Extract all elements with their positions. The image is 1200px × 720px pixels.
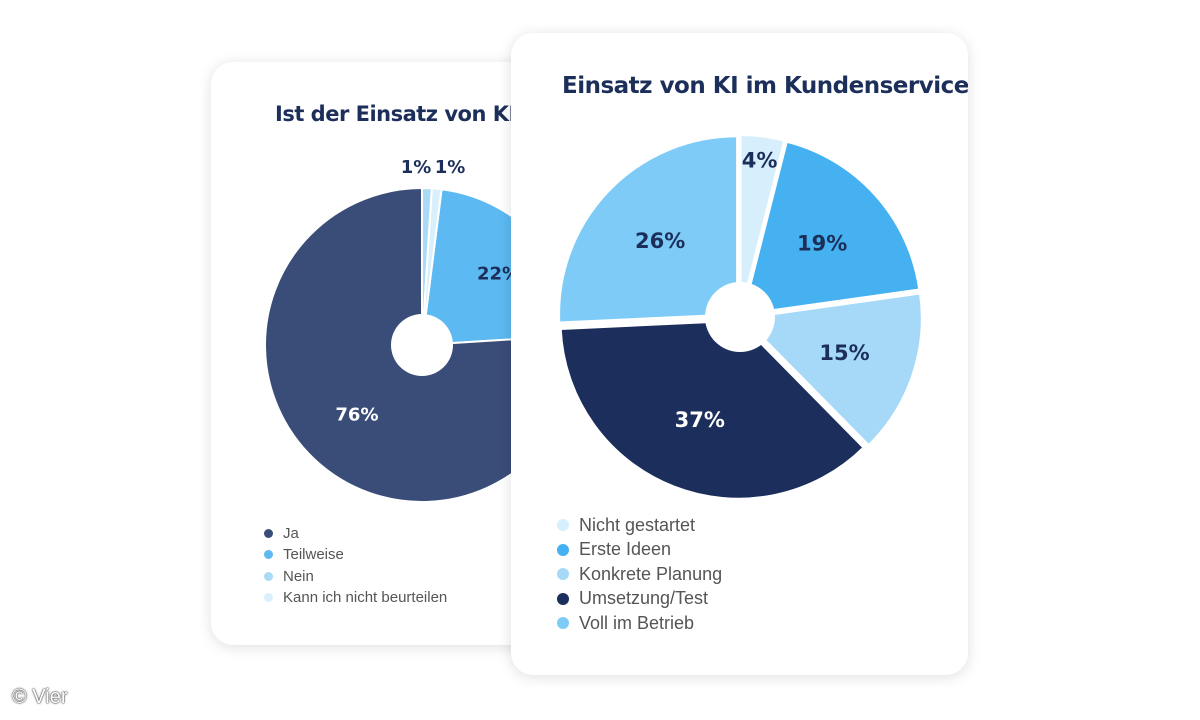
- legend-swatch: [557, 568, 569, 581]
- pie-slice-umsetzung-test: [559, 319, 865, 500]
- pie-slice-nicht-gestartet: [739, 134, 786, 314]
- data-label: 15%: [819, 341, 869, 365]
- legend: Nicht gestartet Erste Ideen Konkrete Planu…: [557, 513, 722, 636]
- data-label: 1%: [401, 157, 432, 178]
- data-label: 76%: [335, 405, 378, 426]
- legend-swatch: [264, 550, 273, 560]
- data-label: 26%: [635, 229, 685, 253]
- data-label: 19%: [797, 232, 847, 256]
- pie-chart-front: 4% 19% 15% 37% 26%: [558, 134, 923, 500]
- legend-swatch: [264, 571, 273, 581]
- legend-item: Umsetzung/Test: [557, 587, 722, 612]
- legend-label: Voll im Betrieb: [579, 612, 695, 633]
- legend-item: Ja: [264, 523, 447, 544]
- legend-label: Nicht gestartet: [579, 514, 696, 535]
- legend-label: Konkrete Planung: [579, 563, 723, 584]
- legend-item: Erste Ideen: [557, 538, 722, 563]
- legend-label: Ja: [283, 525, 299, 543]
- legend-item: Kann ich nicht beurteilen: [264, 587, 447, 608]
- legend-item: Voll im Betrieb: [557, 611, 722, 636]
- legend-item: Nein: [264, 566, 447, 587]
- legend-label: Umsetzung/Test: [579, 588, 709, 609]
- legend-label: Kann ich nicht beurteilen: [283, 589, 448, 607]
- data-label: 37%: [675, 408, 725, 432]
- legend-swatch: [264, 593, 273, 603]
- legend-item: Teilweise: [264, 544, 447, 565]
- legend-swatch: [557, 617, 569, 630]
- data-label: 22%: [477, 263, 520, 284]
- legend-item: Nicht gestartet: [557, 513, 722, 538]
- chart-title: Ist der Einsatz von KI sin: [275, 102, 556, 126]
- legend-swatch: [557, 592, 569, 605]
- chart-title: Einsatz von KI im Kundenservice: [562, 73, 968, 99]
- legend-label: Erste Ideen: [579, 539, 672, 560]
- data-label: 4%: [742, 149, 778, 173]
- data-label: 1%: [435, 157, 466, 178]
- legend: Ja Teilweise Nein Kann ich nicht beurteilen: [264, 523, 447, 608]
- legend-label: Teilweise: [283, 546, 344, 564]
- legend-swatch: [557, 543, 569, 556]
- pie-slice-konkrete-planung: [741, 292, 923, 447]
- watermark: © Vier: [12, 686, 68, 708]
- donut-hole: [391, 314, 453, 376]
- pie-slice-voll-im-betrieb: [558, 135, 739, 324]
- legend-swatch: [557, 519, 569, 532]
- survey-card-front: Einsatz von KI im Kundenservice 4% 19% 15%…: [511, 33, 968, 675]
- legend-item: Konkrete Planung: [557, 562, 722, 587]
- pie-slice-erste-ideen: [741, 140, 921, 316]
- donut-hole: [705, 282, 775, 352]
- legend-swatch: [264, 529, 273, 539]
- legend-label: Nein: [283, 567, 314, 585]
